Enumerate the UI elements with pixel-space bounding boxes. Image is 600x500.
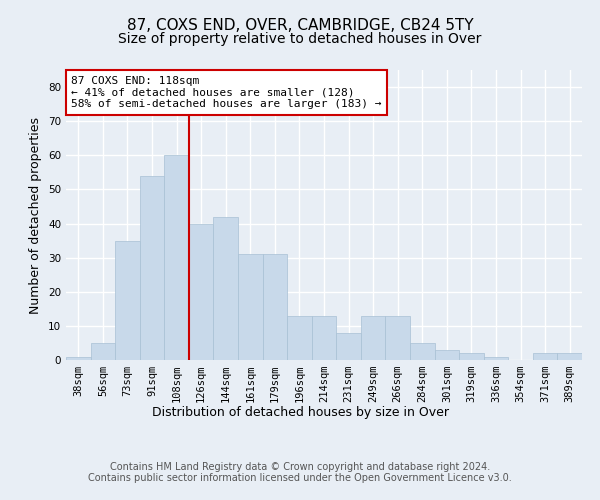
Bar: [164, 156, 189, 360]
Text: 87 COXS END: 118sqm
← 41% of detached houses are smaller (128)
58% of semi-detac: 87 COXS END: 118sqm ← 41% of detached ho…: [71, 76, 382, 109]
Y-axis label: Number of detached properties: Number of detached properties: [29, 116, 43, 314]
Bar: [312, 316, 336, 360]
Bar: [533, 353, 557, 360]
Text: Size of property relative to detached houses in Over: Size of property relative to detached ho…: [118, 32, 482, 46]
Text: Distribution of detached houses by size in Over: Distribution of detached houses by size …: [151, 406, 449, 419]
Bar: [361, 316, 385, 360]
Bar: [91, 343, 115, 360]
Text: Contains HM Land Registry data © Crown copyright and database right 2024.
Contai: Contains HM Land Registry data © Crown c…: [88, 462, 512, 483]
Bar: [410, 343, 434, 360]
Bar: [66, 356, 91, 360]
Bar: [557, 353, 582, 360]
Bar: [385, 316, 410, 360]
Bar: [336, 332, 361, 360]
Bar: [214, 216, 238, 360]
Bar: [263, 254, 287, 360]
Bar: [189, 224, 214, 360]
Bar: [287, 316, 312, 360]
Bar: [115, 240, 140, 360]
Bar: [484, 356, 508, 360]
Bar: [434, 350, 459, 360]
Bar: [238, 254, 263, 360]
Bar: [140, 176, 164, 360]
Bar: [459, 353, 484, 360]
Text: 87, COXS END, OVER, CAMBRIDGE, CB24 5TY: 87, COXS END, OVER, CAMBRIDGE, CB24 5TY: [127, 18, 473, 32]
